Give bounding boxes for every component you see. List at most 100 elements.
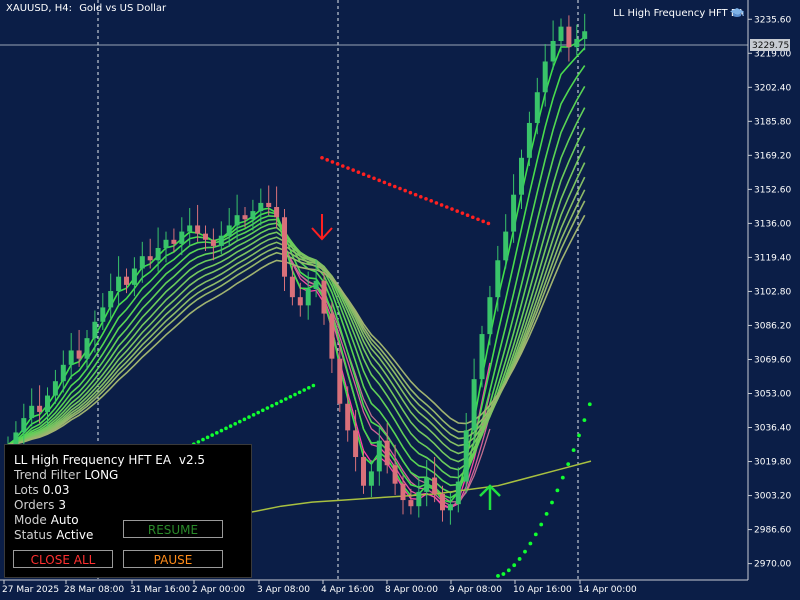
candle xyxy=(250,199,256,231)
trail-dot xyxy=(210,433,214,437)
trail-dot xyxy=(398,186,402,191)
trail-dot xyxy=(346,166,350,170)
time-tick-label: 8 Apr 00:00 xyxy=(385,585,438,595)
candle xyxy=(108,273,114,319)
trail-dot xyxy=(279,399,284,404)
candle xyxy=(84,329,90,370)
buy-signal-arrow-icon xyxy=(479,484,501,510)
candle xyxy=(384,423,390,474)
candle xyxy=(163,231,169,263)
trail-dot xyxy=(219,428,224,433)
mode-label: Mode xyxy=(14,513,47,527)
trail-dot xyxy=(539,522,544,527)
close-all-button[interactable]: CLOSE ALL xyxy=(13,550,113,568)
candle xyxy=(495,245,501,312)
candle xyxy=(274,186,280,229)
candle xyxy=(289,265,295,306)
symbol-label: XAUUSD, H4: xyxy=(6,3,72,14)
chart-header: XAUUSD, H4: Gold vs US Dollar xyxy=(6,3,170,14)
trail-dot xyxy=(261,408,265,413)
resume-button[interactable]: RESUME xyxy=(123,520,223,538)
trail-dot xyxy=(544,511,549,516)
time-tick-label: 31 Mar 16:00 xyxy=(130,585,190,595)
candle xyxy=(440,485,445,522)
trail-dot xyxy=(293,392,297,397)
trail-dot xyxy=(196,440,201,444)
trail-dot xyxy=(403,188,408,193)
trail-dot xyxy=(560,475,565,480)
trail-dot xyxy=(325,158,330,162)
trail-dot xyxy=(311,383,316,388)
trend-filter-row: Trend Filter LONG xyxy=(14,468,118,482)
candle xyxy=(45,387,50,427)
trail-dot xyxy=(506,568,511,573)
candle xyxy=(124,268,129,294)
trail-dot xyxy=(205,435,210,440)
pause-button[interactable]: PAUSE xyxy=(123,550,223,568)
candle xyxy=(558,18,564,53)
orders-value: 3 xyxy=(58,498,66,512)
trail-dot xyxy=(512,563,517,568)
trail-dot xyxy=(335,162,340,166)
current-price-label: 3229.75 xyxy=(752,41,789,51)
trail-dot xyxy=(242,417,247,422)
candle xyxy=(29,388,35,427)
candle xyxy=(60,350,66,393)
trail-dot xyxy=(233,422,237,426)
trail-dot xyxy=(224,426,228,431)
candle xyxy=(519,149,524,210)
candle xyxy=(179,217,185,256)
candle xyxy=(282,209,287,292)
trail-dot xyxy=(274,401,279,406)
trail-dot xyxy=(201,437,205,442)
trail-dot xyxy=(377,178,382,183)
trail-dot xyxy=(450,207,454,211)
trend-filter-label: Trend Filter xyxy=(14,468,81,482)
trail-dot xyxy=(566,462,571,467)
trail-dot xyxy=(382,180,387,185)
trail-dot xyxy=(429,199,434,203)
candle xyxy=(305,271,311,320)
candle xyxy=(226,208,232,247)
time-tick-label: 3 Apr 08:00 xyxy=(257,585,310,595)
trail-dot xyxy=(476,217,480,222)
status-row: Status Active xyxy=(14,528,93,542)
trail-dot xyxy=(587,402,592,407)
trail-dot xyxy=(238,419,242,424)
candle xyxy=(116,256,122,306)
trail-dot xyxy=(247,415,251,419)
candle xyxy=(187,208,193,246)
candle xyxy=(455,467,461,513)
candle xyxy=(534,77,540,135)
candle xyxy=(68,333,74,380)
trail-dot xyxy=(439,203,444,207)
candle xyxy=(566,15,572,62)
trail-dot xyxy=(387,182,392,187)
trail-dot xyxy=(341,164,345,168)
candle xyxy=(297,282,303,317)
price-tick-label: 3119.40 xyxy=(754,253,791,263)
ma-line xyxy=(7,176,586,447)
trail-dot xyxy=(307,385,311,390)
price-axis: 3235.60 3219.00 3202.40 3185.80 3169.20 3152.… xyxy=(748,15,791,570)
candle xyxy=(574,24,580,56)
sell-signal-arrow-icon xyxy=(311,214,333,241)
candle xyxy=(171,228,177,253)
trail-dot xyxy=(528,541,533,546)
trail-dot xyxy=(361,172,366,177)
candle xyxy=(353,409,359,472)
ma-line xyxy=(7,47,586,499)
candle xyxy=(37,385,43,424)
trail-dot xyxy=(582,418,587,423)
panel-title-row: LL High Frequency HFT EA v2.5 xyxy=(14,453,205,467)
candle xyxy=(258,188,264,226)
price-tick-label: 3053.00 xyxy=(754,389,791,399)
time-axis: 27 Mar 2025 28 Mar 08:00 31 Mar 16:00 2 Apr… xyxy=(2,580,637,595)
candle xyxy=(511,174,517,243)
trail-dot xyxy=(408,190,413,195)
status-label: Status xyxy=(14,528,53,542)
trail-dot xyxy=(251,413,256,417)
ma-line xyxy=(7,200,586,446)
candle xyxy=(337,344,343,412)
symbol-description: Gold vs US Dollar xyxy=(79,3,167,14)
